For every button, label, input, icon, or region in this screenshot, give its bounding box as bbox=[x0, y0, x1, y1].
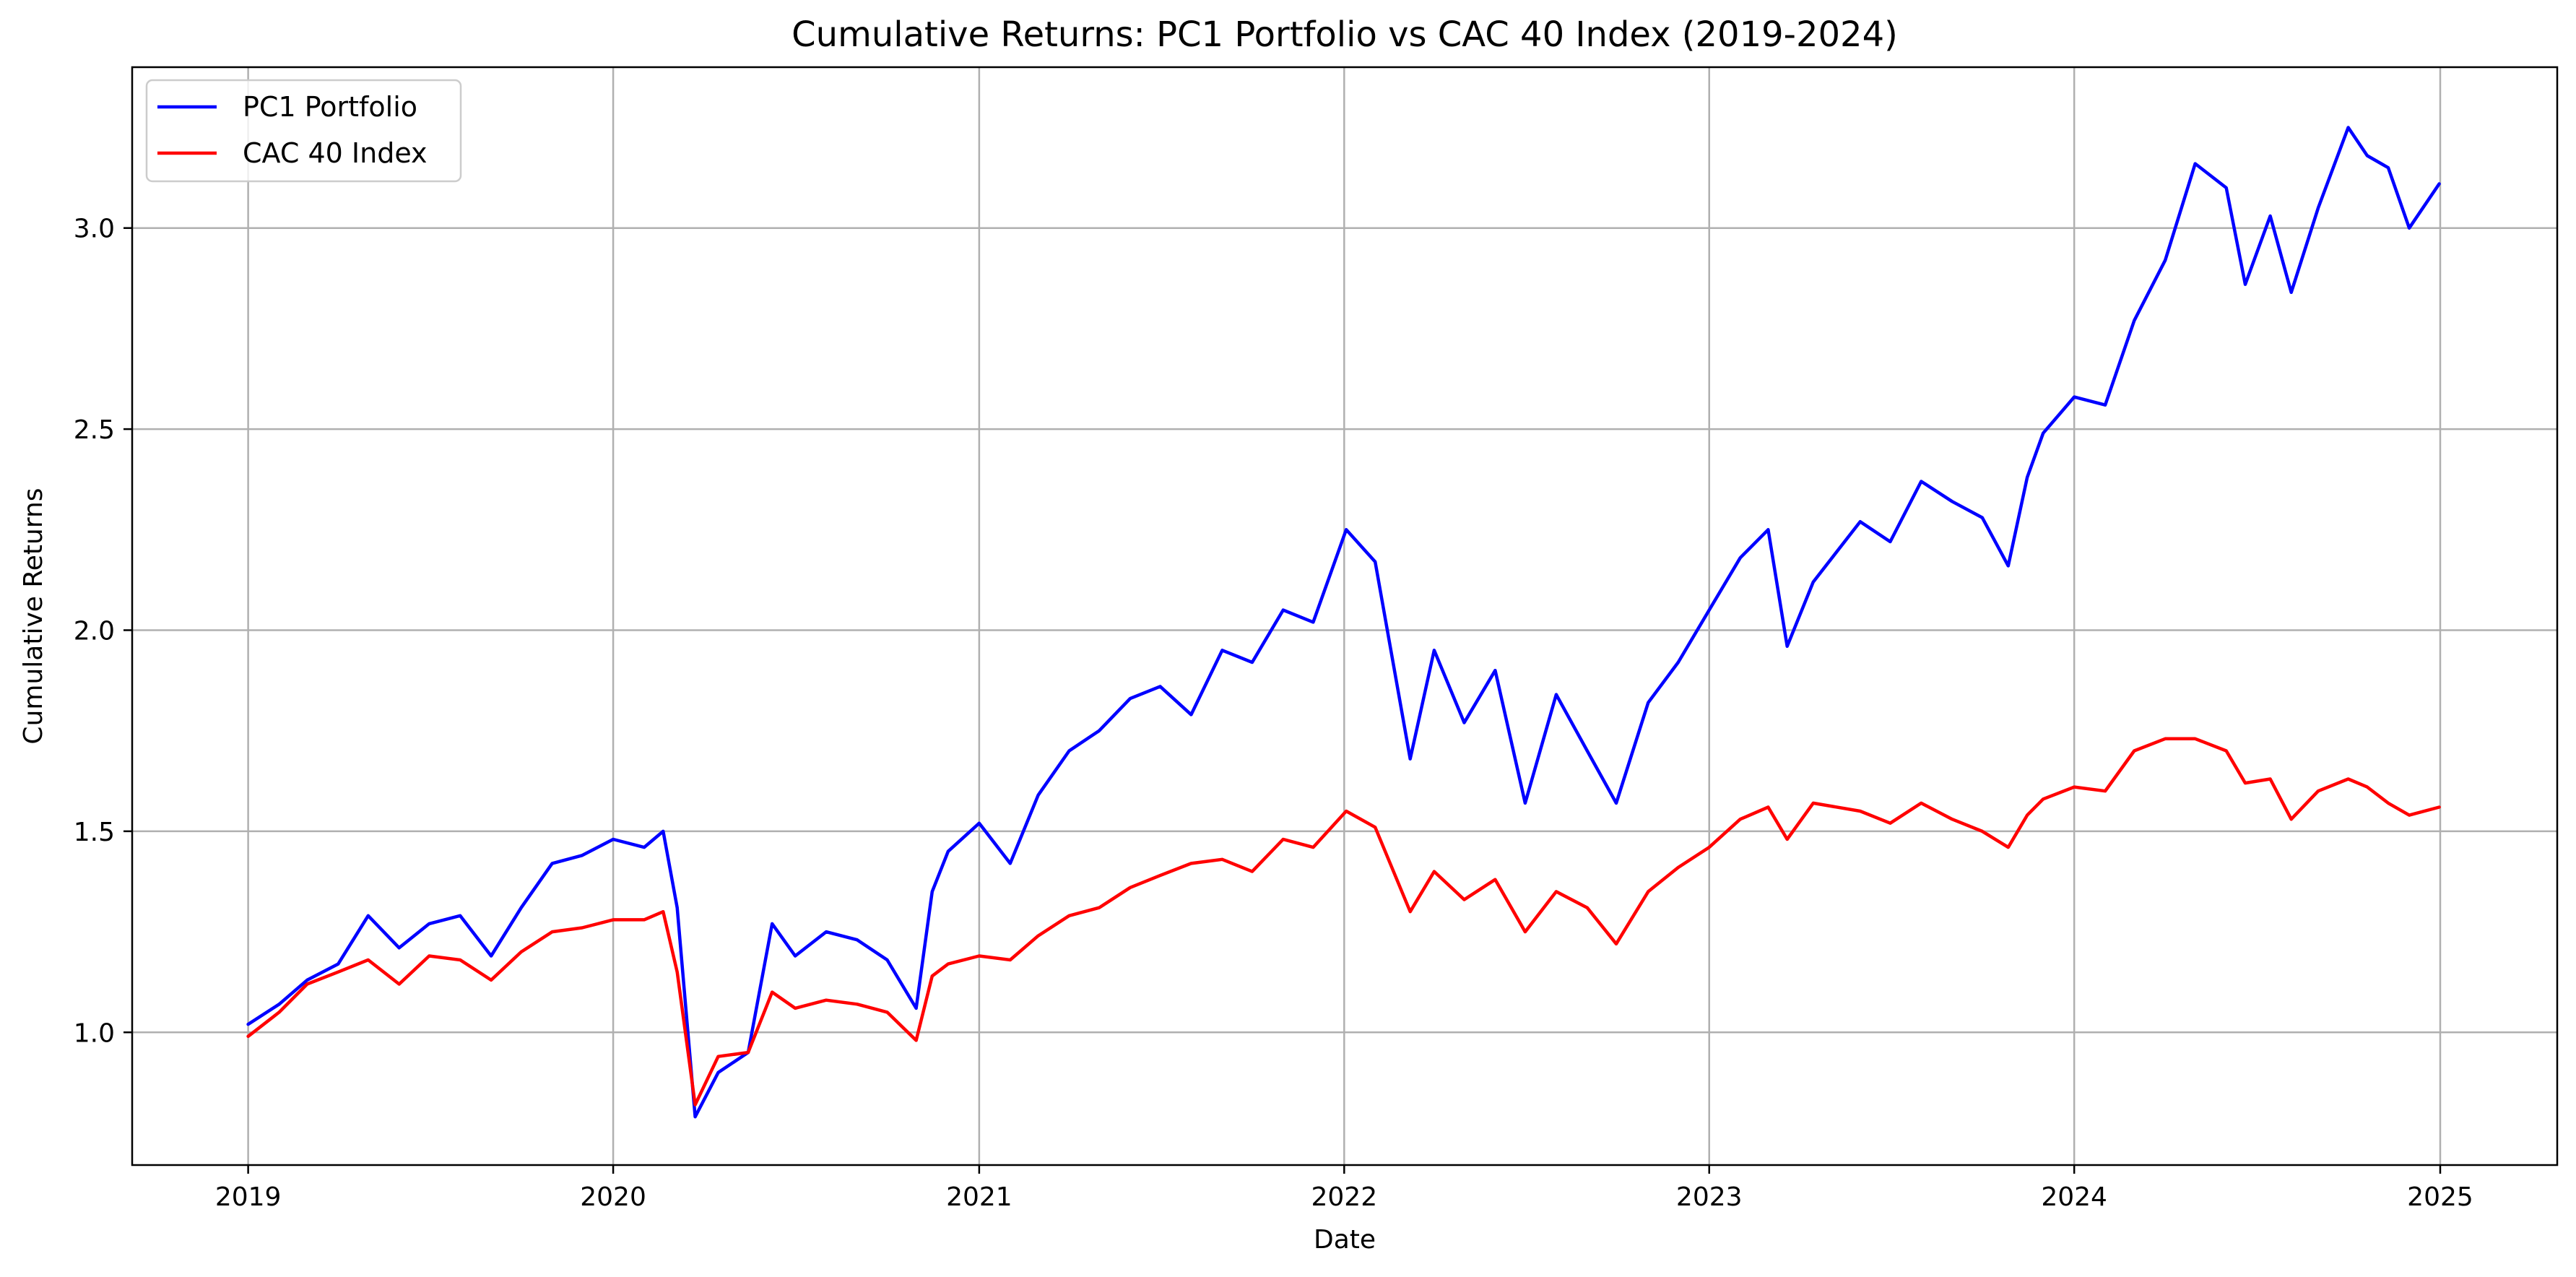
series-line-pc1-portfolio bbox=[246, 126, 2441, 1119]
y-tick-label: 1.5 bbox=[74, 818, 115, 847]
y-tick-label: 1.0 bbox=[74, 1018, 115, 1048]
series-line-cac-40-index bbox=[246, 737, 2441, 1107]
x-tick-label: 2024 bbox=[2041, 1182, 2107, 1212]
y-tick-label: 2.0 bbox=[74, 616, 115, 646]
axis-ticks: 2019 2020 2021 2022 2023 2024 2025 1.0 1.5 2.0 2.5… bbox=[74, 215, 2473, 1212]
y-tick-label: 2.5 bbox=[74, 415, 115, 445]
legend: PC1 Portfolio CAC 40 Index bbox=[145, 79, 462, 183]
legend-box bbox=[145, 79, 462, 183]
x-tick-label: 2020 bbox=[580, 1182, 646, 1212]
x-tick-label: 2019 bbox=[215, 1182, 282, 1212]
x-tick-label: 2025 bbox=[2407, 1182, 2473, 1212]
legend-label: CAC 40 Index bbox=[243, 137, 428, 169]
y-axis-label: Cumulative Returns bbox=[19, 488, 48, 744]
chart-title: Cumulative Returns: PC1 Portfolio vs CAC… bbox=[792, 14, 1898, 55]
grid-lines bbox=[132, 67, 2557, 1165]
series-layer bbox=[246, 126, 2441, 1119]
x-axis-label: Date bbox=[1314, 1225, 1376, 1255]
y-tick-label: 3.0 bbox=[74, 215, 115, 244]
x-tick-label: 2023 bbox=[1676, 1182, 1743, 1212]
legend-label: PC1 Portfolio bbox=[243, 91, 417, 123]
x-tick-label: 2021 bbox=[946, 1182, 1012, 1212]
x-tick-label: 2022 bbox=[1311, 1182, 1377, 1212]
